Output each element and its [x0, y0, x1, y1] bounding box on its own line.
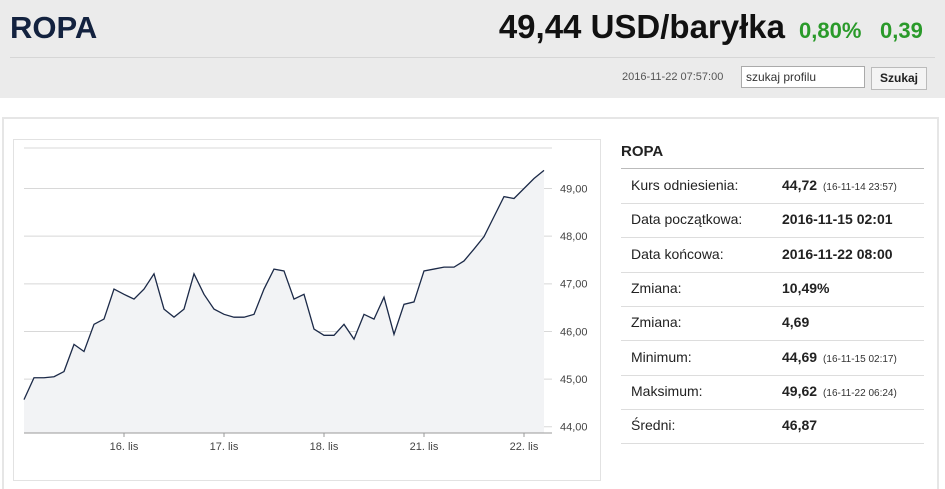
row-value-text: 10,49% [782, 279, 830, 296]
y-tick-label: 45,00 [560, 374, 588, 386]
price-line [23, 169, 545, 400]
row-label: Minimum: [631, 348, 692, 365]
x-tick-label: 21. lis [410, 441, 439, 453]
content-panel [2, 117, 939, 489]
table-title: ROPA [621, 143, 664, 160]
x-tick-label: 17. lis [210, 441, 239, 453]
row-value: 2016-11-15 02:01 [782, 211, 893, 227]
row-note: (16-11-22 06:24) [823, 387, 897, 399]
row-value-text: 2016-11-22 08:00 [782, 245, 893, 262]
row-rule [621, 443, 924, 445]
y-tick-label: 46,00 [560, 326, 588, 338]
row-label: Zmiana: [631, 314, 682, 331]
row-rule [621, 203, 924, 204]
row-value-text: 4,69 [782, 314, 810, 331]
row-label: Maksimum: [631, 382, 703, 399]
title: ROPA [10, 10, 98, 45]
x-tick-label: 22. lis [510, 441, 539, 453]
row-label: Zmiana: [631, 279, 682, 296]
row-rule [621, 237, 924, 239]
row-value-text: 49,62 [782, 382, 818, 399]
y-tick-label: 47,00 [560, 279, 588, 291]
table-rule [621, 168, 924, 169]
chart: 44,00 45,00 46,00 47,00 48,00 49,00 16. lis 17.… [23, 147, 588, 453]
row-value: 49,62 (16-11-22 06:24) [782, 383, 897, 399]
change-percent: 0,80% [799, 18, 862, 43]
row-rule [621, 340, 924, 342]
row-label: Data końcowa: [631, 245, 724, 262]
row-value-text: 46,87 [782, 417, 818, 434]
x-tick-label: 18. lis [310, 441, 339, 453]
x-tick-label: 16. lis [110, 441, 139, 453]
row-value-text: 44,69 [782, 348, 818, 365]
row-value: 46,87 [782, 417, 817, 433]
row-rule [621, 305, 924, 307]
row-rule [621, 271, 924, 273]
row-rule [621, 374, 924, 376]
row-value: 44,72 (16-11-14 23:57) [782, 177, 897, 193]
header: ROPA 49,44 USD/baryłka 0,80% 0,39 2016-1… [0, 0, 945, 98]
area-fill [24, 170, 544, 433]
row-value: 44,69 (16-11-15 02:17) [782, 349, 897, 365]
y-tick-label: 49,00 [560, 183, 588, 195]
row-value: 4,69 [782, 314, 809, 330]
change-value: 0,39 [880, 18, 923, 43]
row-label: Data początkowa: [631, 211, 743, 228]
row-note: (16-11-15 02:17) [823, 353, 897, 365]
y-tick-label: 44,00 [560, 422, 588, 434]
search-input[interactable]: szukaj profilu [741, 66, 865, 88]
row-value: 10,49% [782, 280, 829, 296]
row-label: Średni: [631, 417, 676, 434]
row-label: Kurs odniesienia: [631, 177, 739, 193]
row-note: (16-11-14 23:57) [823, 182, 897, 193]
separator [10, 57, 935, 58]
row-rule [621, 408, 924, 410]
search-button[interactable]: Szukaj [871, 67, 927, 90]
row-value-text: 2016-11-15 02:01 [782, 211, 893, 228]
row-value: 2016-11-22 08:00 [782, 246, 893, 262]
datetime: 2016-11-22 07:57:00 [622, 71, 724, 83]
y-tick-label: 48,00 [560, 231, 588, 243]
row-value-text: 44,72 [782, 177, 818, 193]
price: 49,44 USD/baryłka [498, 8, 785, 45]
